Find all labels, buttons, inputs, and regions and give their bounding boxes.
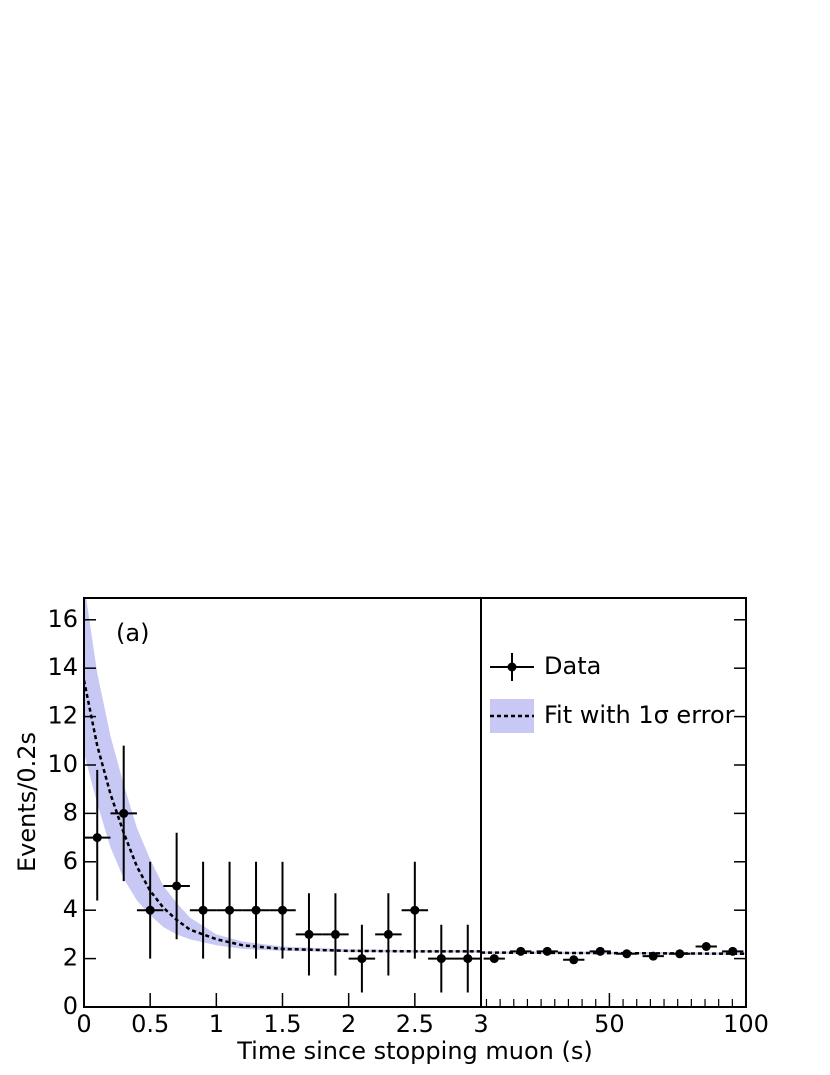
data-point — [436, 954, 446, 964]
annotation: (a) — [116, 619, 149, 647]
fit-line — [481, 951, 746, 956]
x-tick-label: 50 — [594, 1010, 625, 1038]
y-tick-label: 8 — [63, 798, 78, 826]
y-tick-label: 0 — [63, 992, 78, 1020]
legend-label: Fit with 1σ error — [544, 701, 735, 729]
data-point — [383, 929, 393, 939]
data-point — [92, 833, 102, 843]
data-point — [542, 946, 552, 956]
data-point — [330, 929, 340, 939]
y-tick-label: 6 — [63, 847, 78, 875]
x-tick-label: 2 — [341, 1010, 356, 1038]
data-point — [251, 905, 261, 915]
data-point — [172, 881, 182, 891]
x-tick-label: 3 — [473, 1010, 488, 1038]
data-point — [701, 941, 711, 951]
data-point — [357, 954, 367, 964]
y-tick-label: 12 — [47, 702, 78, 730]
data-point — [119, 808, 129, 818]
y-tick-label: 4 — [63, 895, 78, 923]
data-point — [225, 905, 235, 915]
x-tick-label: 1.5 — [263, 1010, 301, 1038]
data-point — [489, 954, 499, 964]
data-point — [304, 929, 314, 939]
y-tick-label: 14 — [47, 653, 78, 681]
plot-frame — [480, 597, 747, 1008]
x-tick-label: 0 — [76, 1010, 91, 1038]
data-point — [675, 949, 685, 959]
legend-label: Data — [544, 652, 601, 680]
y-tick-label: 16 — [47, 605, 78, 633]
x-tick-label: 0.5 — [131, 1010, 169, 1038]
data-point — [595, 946, 605, 956]
data-point — [278, 905, 287, 915]
data-point — [648, 951, 658, 961]
x-tick-label: 2.5 — [396, 1010, 434, 1038]
x-tick-label: 100 — [723, 1010, 769, 1038]
y-tick-label: 10 — [47, 750, 78, 778]
data-point — [145, 905, 155, 915]
x-axis-label: Time since stopping muon (s) — [236, 1037, 593, 1065]
x-tick-label: 1 — [209, 1010, 224, 1038]
data-point — [728, 946, 738, 956]
data-point — [410, 905, 420, 915]
data-point — [622, 949, 632, 959]
data-point — [198, 905, 208, 915]
legend-marker — [507, 662, 517, 672]
data-point — [516, 946, 526, 956]
y-axis-label: Events/0.2s — [13, 732, 41, 872]
data-point — [569, 955, 579, 965]
y-tick-label: 2 — [63, 944, 78, 972]
data-point — [463, 954, 473, 964]
